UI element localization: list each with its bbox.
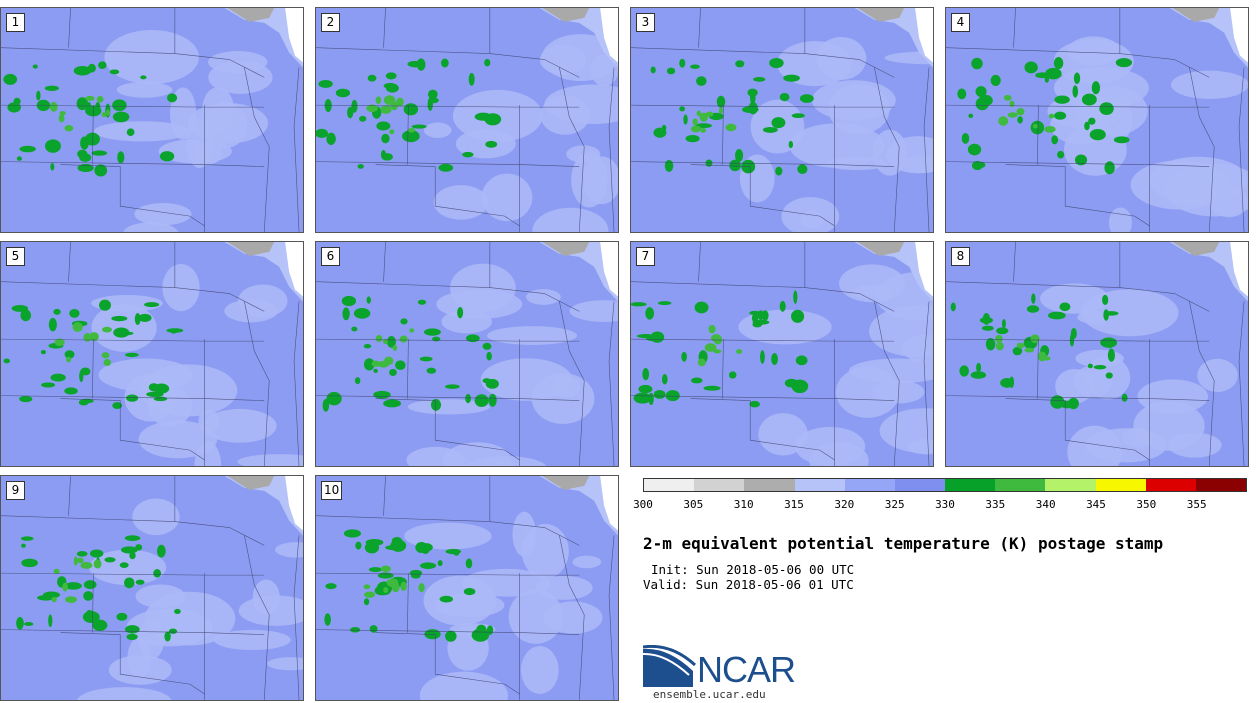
member-number: 10 [321,481,343,500]
colorbar-swatch [945,479,996,491]
init-time: Init: Sun 2018-05-06 00 UTC [651,562,855,577]
member-panel: 8 [945,241,1249,467]
colorbar-swatch [844,479,895,491]
map-field [316,476,618,700]
member-number: 3 [636,13,655,32]
member-number: 6 [321,247,340,266]
colorbar-tick-label: 350 [1136,498,1157,511]
member-number: 4 [951,13,970,32]
member-number: 5 [6,247,25,266]
logo-name: NCAR [697,649,796,690]
member-number: 7 [636,247,655,266]
colorbar-tick-label: 335 [985,498,1006,511]
figure-title: 2-m equivalent potential temperature (K)… [643,534,1164,553]
member-number: 9 [6,481,25,500]
member-panel: 4 [945,7,1249,233]
colorbar-swatch [744,479,795,491]
colorbar-swatch [995,479,1046,491]
colorbar-swatch [644,479,695,491]
colorbar-tick-label: 320 [834,498,855,511]
colorbar-ticks: 300 305 310 315 320 325 330 335 340 345 350 355 [633,498,1247,512]
member-panel: 1 [0,7,304,233]
colorbar-tick-label: 315 [784,498,804,511]
colorbar-swatch [794,479,845,491]
ncar-logo-icon [643,645,697,687]
colorbar-swatch [694,479,745,491]
valid-time: Valid: Sun 2018-05-06 01 UTC [643,577,854,592]
map-field [631,8,933,232]
colorbar-tick-label: 330 [935,498,955,511]
colorbar-tick-label: 300 [633,498,653,511]
colorbar-tick-label: 345 [1086,498,1106,511]
member-number: 8 [951,247,970,266]
colorbar-swatch [1195,479,1247,491]
map-field [946,242,1248,466]
colorbar-swatch [1145,479,1196,491]
colorbar-swatch [894,479,946,491]
colorbar-tick-label: 340 [1035,498,1056,511]
colorbar-tick-label: 305 [683,498,704,511]
logo-url: ensemble.ucar.edu [653,688,766,701]
member-number: 1 [6,13,25,32]
member-panel: 10 [315,475,619,701]
member-number: 2 [321,13,340,32]
map-field [946,8,1248,232]
map-field [631,242,933,466]
map-field [1,476,303,700]
colorbar-swatch [1095,479,1146,491]
colorbar-tick-label: 325 [884,498,905,511]
colorbar-swatch [1045,479,1096,491]
colorbar-tick-label: 355 [1186,498,1207,511]
member-panel: 7 [630,241,934,467]
member-panel: 2 [315,7,619,233]
map-field [1,242,303,466]
member-panel: 5 [0,241,304,467]
map-field [316,242,618,466]
member-panel: 3 [630,7,934,233]
colorbar-tick-label: 310 [733,498,754,511]
member-panel: 9 [0,475,304,701]
colorbar [643,478,1247,492]
map-field [1,8,303,232]
map-field [316,8,618,232]
member-panel: 6 [315,241,619,467]
